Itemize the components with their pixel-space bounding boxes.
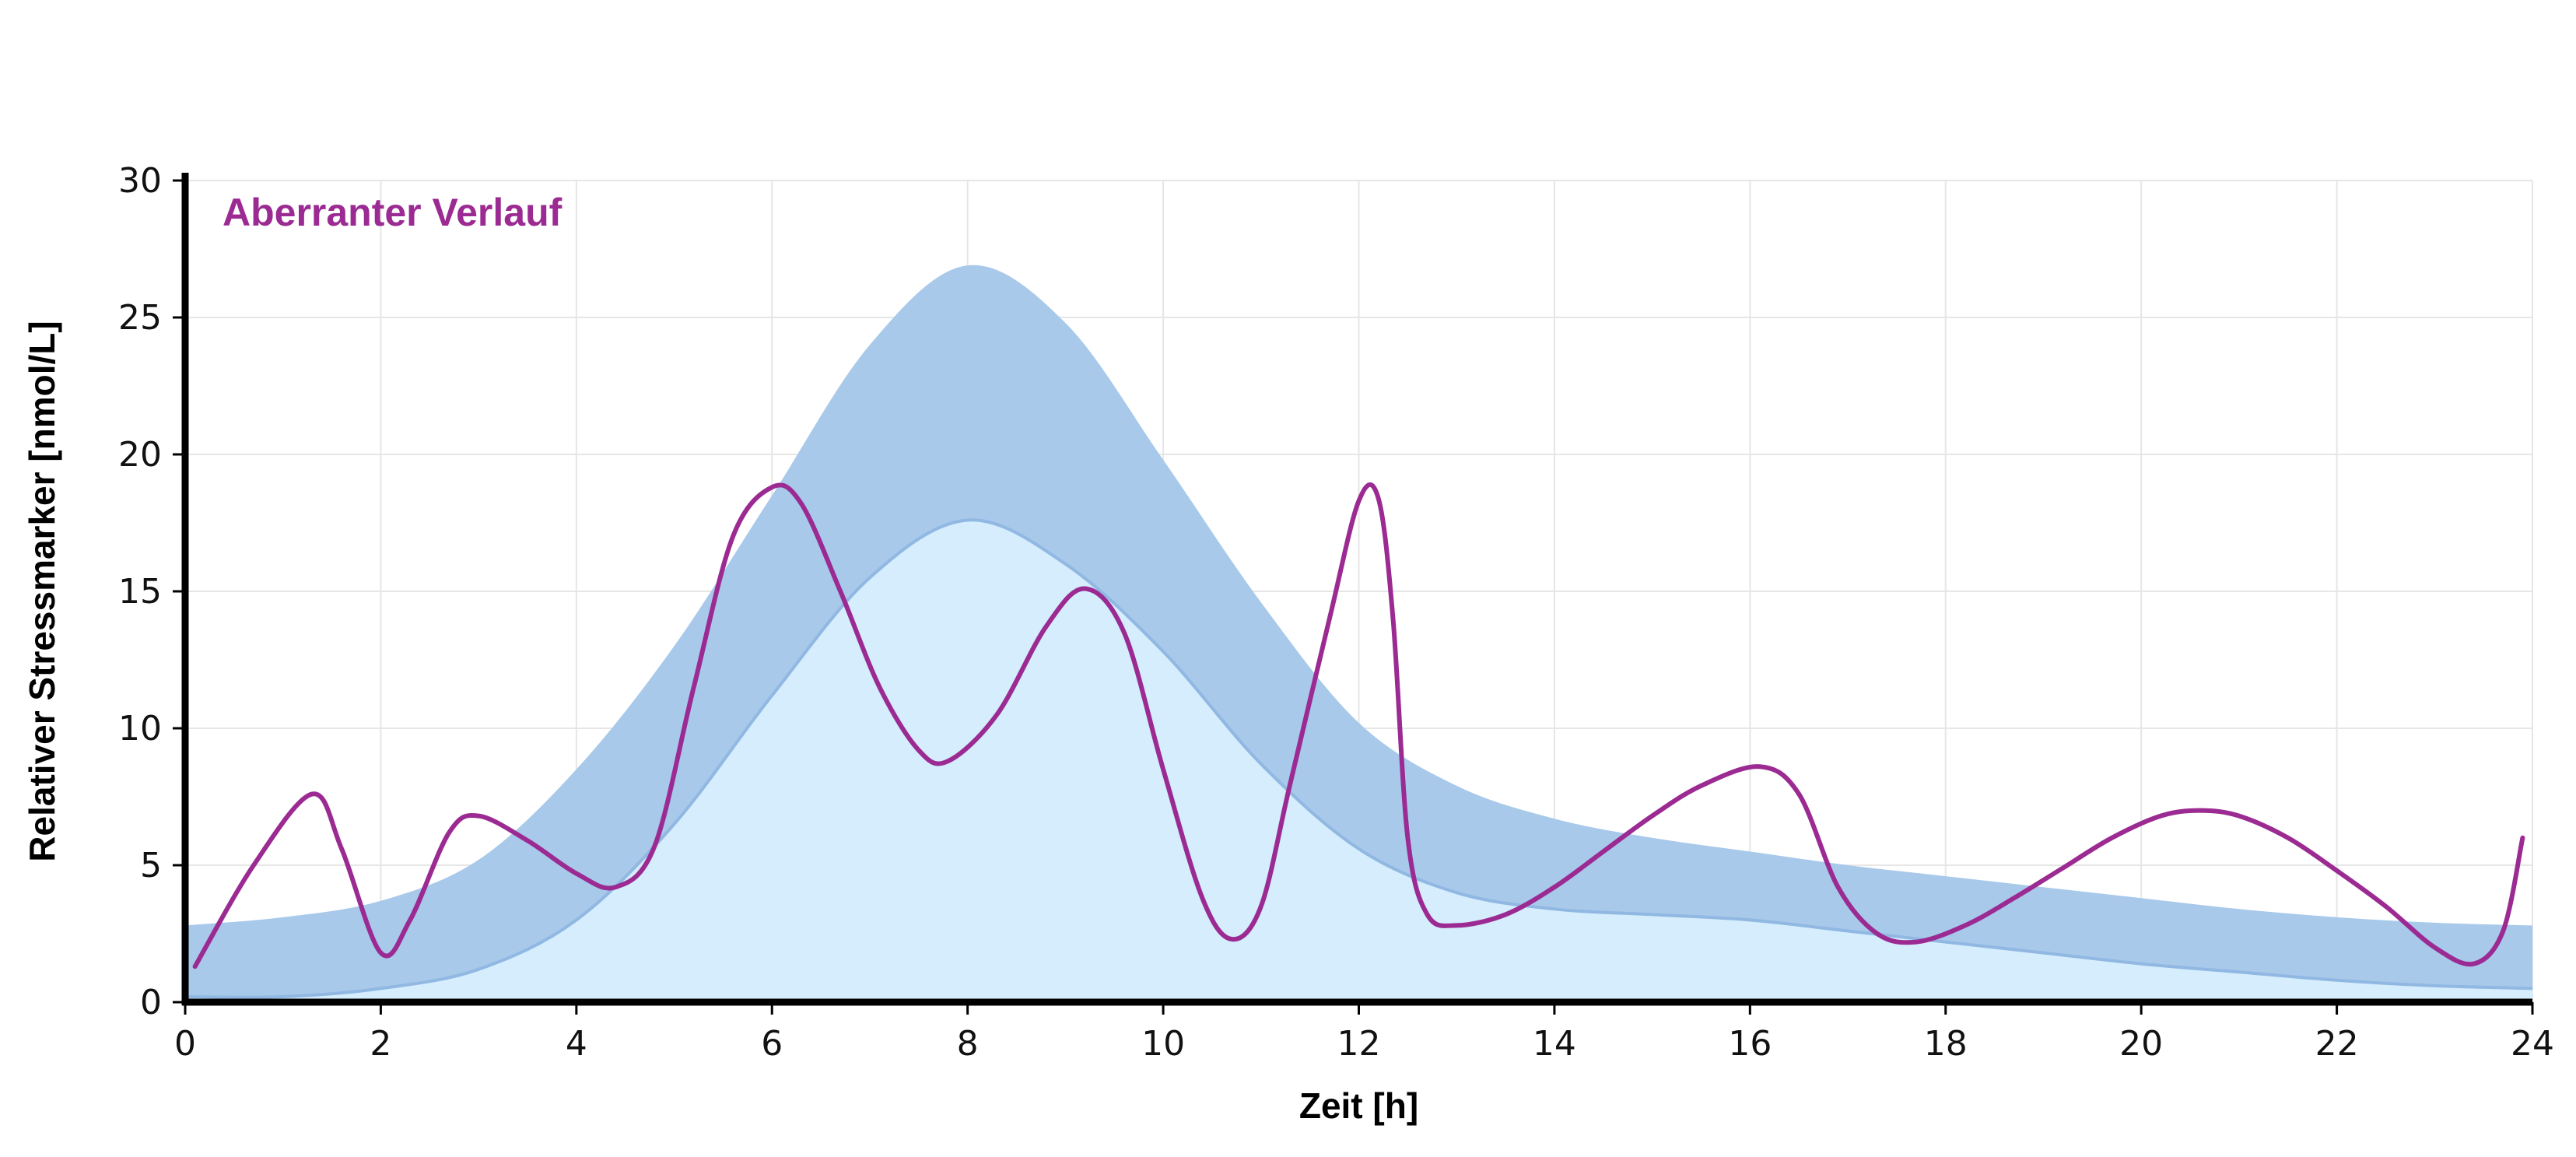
x-axis-ticks: 0 2 4 6 8 10 12 14 16 18 20 22 24 [174,1002,2554,1064]
y-tick-label: 15 [118,572,162,612]
x-axis-title: Zeit [h] [1299,1085,1418,1126]
x-tick-label: 8 [957,1024,979,1064]
x-tick-label: 0 [174,1024,196,1064]
x-tick-label: 16 [1728,1024,1772,1064]
y-tick-label: 20 [118,435,162,475]
y-tick-label: 0 [140,983,162,1022]
x-tick-label: 4 [566,1024,587,1064]
x-tick-label: 12 [1337,1024,1381,1064]
x-tick-label: 22 [2315,1024,2359,1064]
x-tick-label: 14 [1533,1024,1576,1064]
y-axis-title: Relativer Stressmarker [nmol/L] [22,321,62,861]
series-line [192,482,2525,969]
x-tick-label: 18 [1924,1024,1968,1064]
lower-band-area [185,520,2532,1002]
series-lines [192,482,2525,969]
y-tick-label: 30 [118,161,162,201]
upper-band-area [185,265,2532,997]
annotation-label: Aberranter Verlauf [223,191,563,234]
x-tick-label: 10 [1141,1024,1185,1064]
lower-band-edge [184,518,2533,999]
x-tick-label: 24 [2511,1024,2554,1064]
x-tick-label: 20 [2119,1024,2163,1064]
y-tick-label: 10 [118,709,162,749]
y-axis-ticks: 0 5 10 15 20 25 30 [118,161,185,1022]
x-tick-label: 6 [761,1024,783,1064]
y-tick-label: 5 [140,846,162,885]
y-tick-label: 25 [118,298,162,338]
reference-band [184,265,2533,1002]
x-tick-label: 2 [370,1024,391,1064]
